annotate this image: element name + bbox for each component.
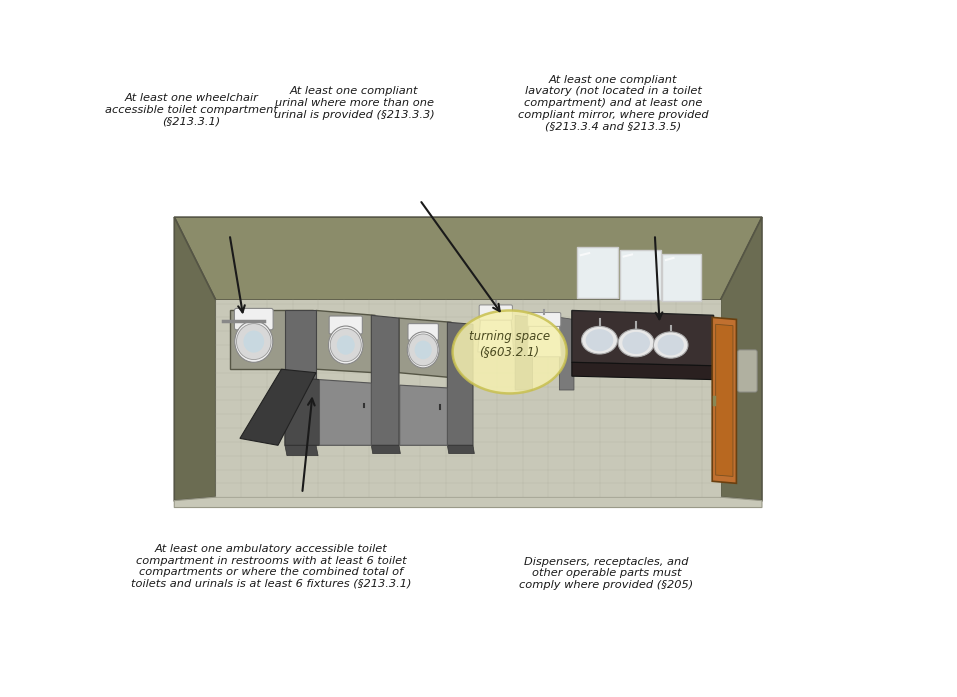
Polygon shape xyxy=(316,310,375,373)
Polygon shape xyxy=(560,317,574,390)
Polygon shape xyxy=(399,318,451,378)
Polygon shape xyxy=(285,376,320,445)
Polygon shape xyxy=(230,310,313,369)
Ellipse shape xyxy=(337,335,355,355)
Polygon shape xyxy=(174,217,762,300)
Text: At least one compliant
urinal where more than one
urinal is provided (§213.3.3): At least one compliant urinal where more… xyxy=(274,86,434,120)
Polygon shape xyxy=(527,323,562,357)
Polygon shape xyxy=(285,445,318,456)
FancyBboxPatch shape xyxy=(662,254,701,302)
Ellipse shape xyxy=(408,332,439,368)
Text: At least one wheelchair
accessible toilet compartment
(§213.3.1): At least one wheelchair accessible toile… xyxy=(105,93,278,127)
Polygon shape xyxy=(400,385,447,445)
Ellipse shape xyxy=(654,332,688,358)
Text: At least one compliant
lavatory (not located in a toilet
compartment) and at lea: At least one compliant lavatory (not loc… xyxy=(518,75,708,131)
Polygon shape xyxy=(174,497,762,507)
FancyBboxPatch shape xyxy=(527,312,561,326)
Ellipse shape xyxy=(234,321,273,362)
Text: Dispensers, receptacles, and
other operable parts must
comply where provided (§2: Dispensers, receptacles, and other opera… xyxy=(520,557,694,590)
Ellipse shape xyxy=(330,328,362,362)
Ellipse shape xyxy=(243,330,264,353)
Ellipse shape xyxy=(409,334,437,366)
FancyBboxPatch shape xyxy=(329,316,363,334)
Ellipse shape xyxy=(622,332,650,354)
FancyBboxPatch shape xyxy=(577,247,618,298)
Ellipse shape xyxy=(582,326,617,354)
Ellipse shape xyxy=(328,326,363,364)
Ellipse shape xyxy=(236,323,271,360)
Ellipse shape xyxy=(618,329,655,357)
Polygon shape xyxy=(478,317,514,352)
Ellipse shape xyxy=(586,329,613,351)
Polygon shape xyxy=(174,217,215,500)
FancyBboxPatch shape xyxy=(408,323,438,340)
Polygon shape xyxy=(447,445,475,454)
Polygon shape xyxy=(716,324,733,477)
Polygon shape xyxy=(721,217,762,500)
Polygon shape xyxy=(285,310,316,445)
FancyBboxPatch shape xyxy=(234,308,273,330)
FancyBboxPatch shape xyxy=(738,350,757,392)
Polygon shape xyxy=(712,317,736,483)
Ellipse shape xyxy=(414,341,432,359)
Ellipse shape xyxy=(453,310,567,393)
Text: At least one ambulatory accessible toilet
compartment in restrooms with at least: At least one ambulatory accessible toile… xyxy=(131,544,412,589)
FancyBboxPatch shape xyxy=(620,250,661,300)
Text: turning space
(§603.2.1): turning space (§603.2.1) xyxy=(469,330,550,358)
Polygon shape xyxy=(371,315,399,445)
FancyBboxPatch shape xyxy=(479,305,512,320)
Polygon shape xyxy=(515,315,532,390)
Polygon shape xyxy=(240,369,316,445)
Ellipse shape xyxy=(657,335,684,355)
Polygon shape xyxy=(371,445,400,454)
Polygon shape xyxy=(320,380,371,445)
Polygon shape xyxy=(572,310,714,366)
Polygon shape xyxy=(447,322,473,445)
Polygon shape xyxy=(215,300,721,497)
Polygon shape xyxy=(572,362,714,380)
